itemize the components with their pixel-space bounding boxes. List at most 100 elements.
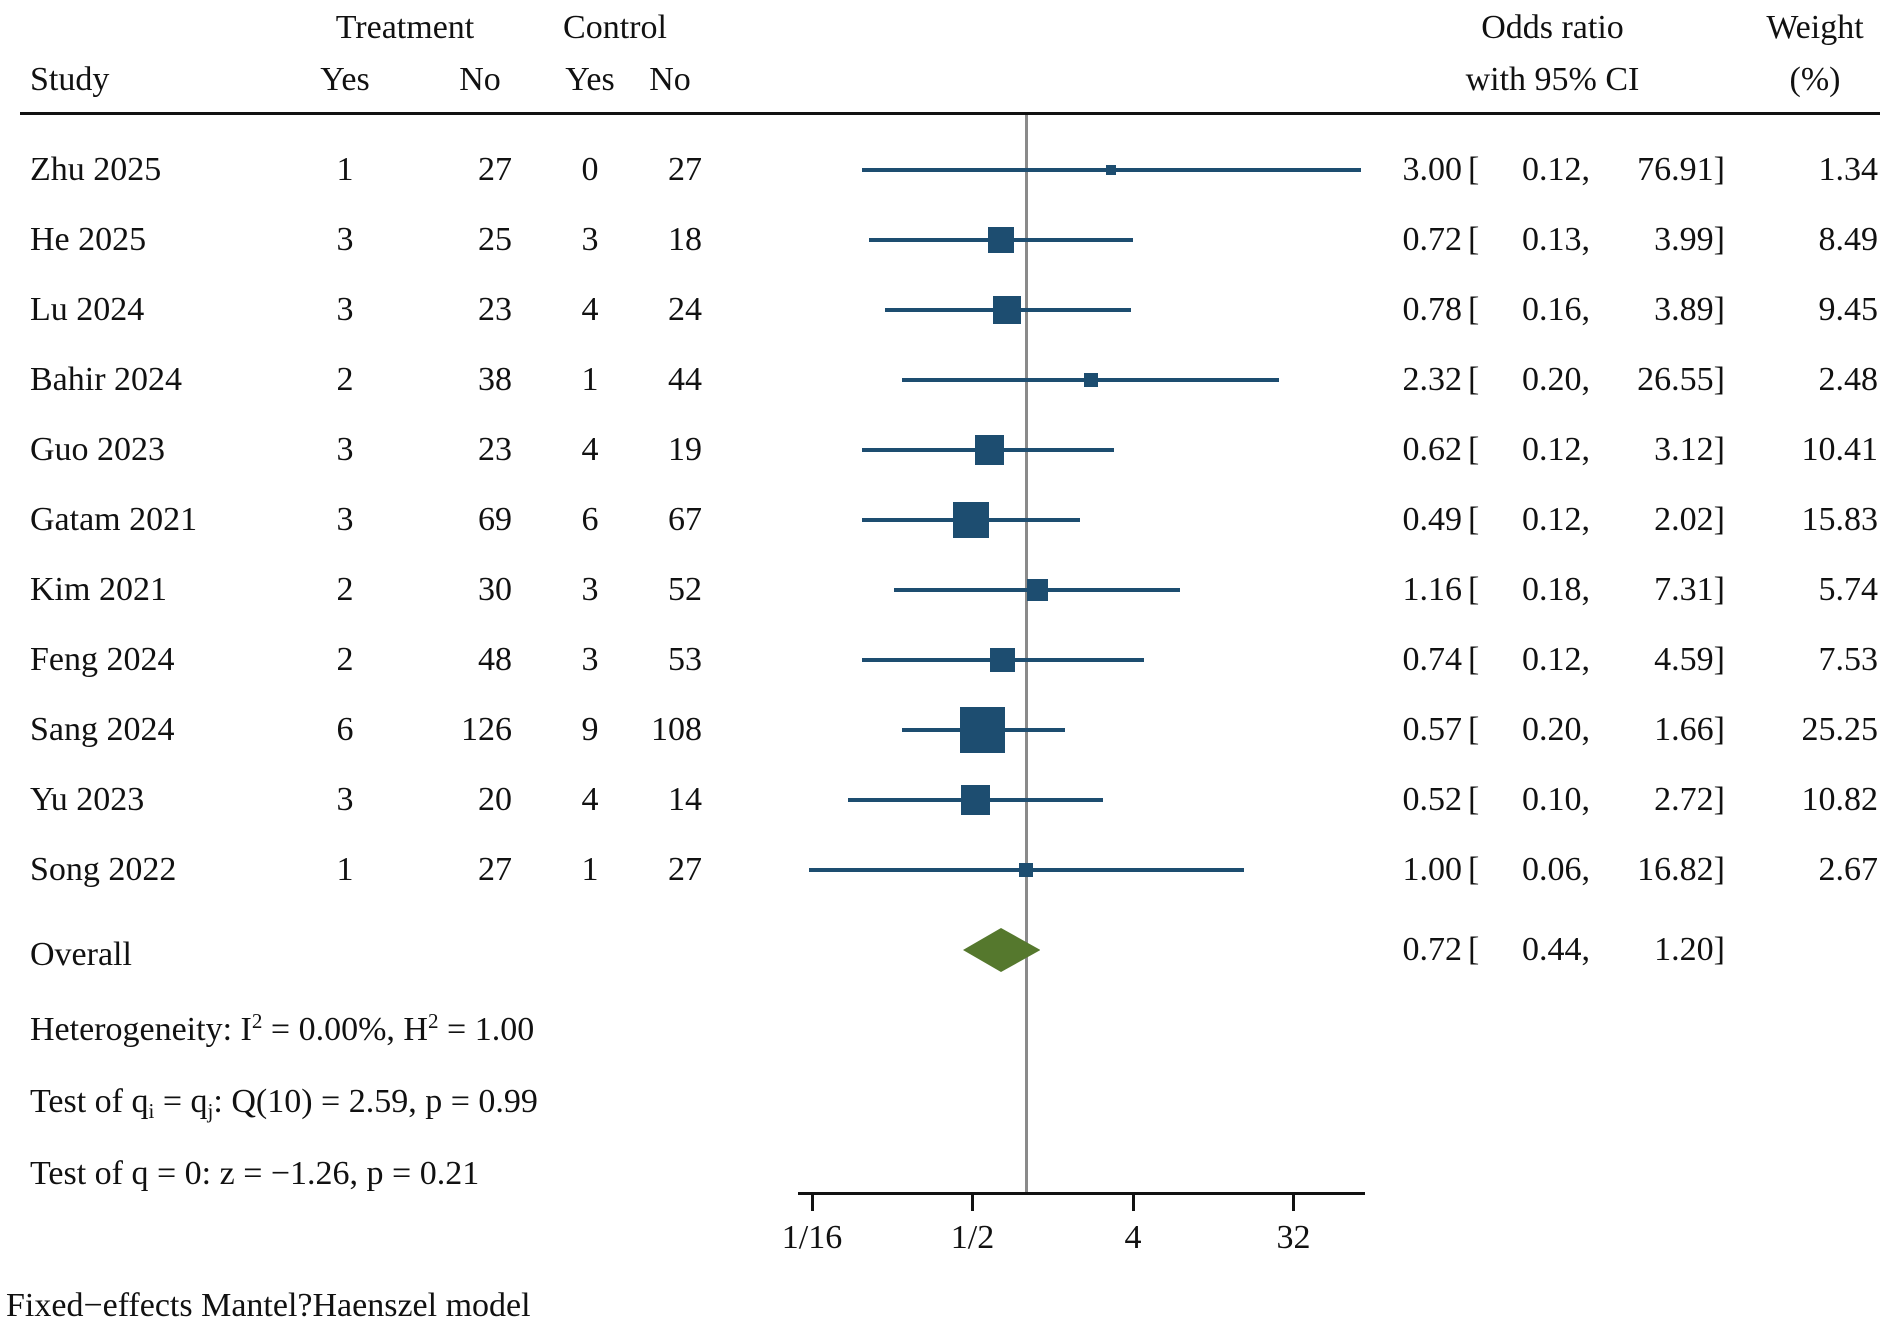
treatment-yes-value: 3: [336, 501, 354, 538]
ci-lower-value: 0.20,: [1522, 361, 1590, 398]
control-no-value: 27: [668, 151, 702, 188]
ci-upper-value: 7.31]: [1654, 571, 1725, 608]
overall-diamond: [962, 928, 1041, 972]
treatment-no-value: 27: [478, 851, 512, 888]
header-treatment-no: No: [459, 61, 501, 98]
or-value: 2.32: [1402, 361, 1463, 398]
study-name: Gatam 2021: [30, 501, 198, 538]
treatment-yes-value: 2: [336, 361, 354, 398]
ci-open-bracket: [: [1468, 641, 1480, 678]
ci-lower-value: 0.13,: [1522, 221, 1590, 258]
control-yes-value: 4: [581, 291, 599, 328]
table-row: Zhu 2025 1 27 0 27 3.00[0.12, 76.91] 1.34: [0, 148, 1902, 192]
table-row: Kim 2021 2 30 3 52 1.16[0.18, 7.31] 5.74: [0, 568, 1902, 612]
study-name: Zhu 2025: [30, 151, 162, 188]
ci-open-bracket: [: [1468, 361, 1480, 398]
or-point-marker: [1083, 372, 1099, 388]
ci-open-bracket: [: [1468, 711, 1480, 748]
study-name: Yu 2023: [30, 781, 145, 818]
ci-upper-value: 4.59]: [1654, 641, 1725, 678]
or-value: 0.62: [1402, 431, 1463, 468]
weight-value: 2.67: [1818, 851, 1879, 888]
overall-ci-upper-value: 1.20]: [1654, 931, 1725, 968]
table-row: Bahir 2024 2 38 1 44 2.32[0.20, 26.55] 2.48: [0, 358, 1902, 402]
or-point-marker: [1018, 862, 1034, 878]
weight-value: 1.34: [1818, 151, 1879, 188]
overall-ci-lower-value: 0.44,: [1522, 931, 1590, 968]
or-value: 0.74: [1402, 641, 1463, 678]
overall-ci-open-bracket: [: [1468, 931, 1480, 968]
control-yes-value: 0: [581, 151, 599, 188]
treatment-yes-value: 3: [336, 431, 354, 468]
treatment-yes-value: 3: [336, 291, 354, 328]
header-control-no: No: [649, 61, 691, 98]
x-axis-tick: [1131, 1195, 1135, 1211]
control-yes-value: 4: [581, 781, 599, 818]
ci-open-bracket: [: [1468, 571, 1480, 608]
ci-upper-value: 3.89]: [1654, 291, 1725, 328]
ci-upper-value: 26.55]: [1637, 361, 1725, 398]
or-value: 0.72: [1402, 221, 1463, 258]
control-yes-value: 3: [581, 641, 599, 678]
weight-value: 9.45: [1818, 291, 1879, 328]
table-row: Gatam 2021 3 69 6 67 0.49[0.12, 2.02] 15.83: [0, 498, 1902, 542]
or-point-marker: [974, 435, 1004, 465]
treatment-yes-value: 6: [336, 711, 354, 748]
ci-lower-value: 0.12,: [1522, 431, 1590, 468]
study-name: Song 2022: [30, 851, 177, 888]
control-no-value: 27: [668, 851, 702, 888]
study-name: Sang 2024: [30, 711, 175, 748]
test-q-zero-stat: Test of q = 0: z = −1.26, p = 0.21: [30, 1155, 480, 1192]
header-control-group: Control: [563, 9, 667, 46]
ci-upper-value: 2.02]: [1654, 501, 1725, 538]
treatment-no-value: 38: [478, 361, 512, 398]
header-weight-line1: Weight: [1766, 9, 1864, 46]
or-point-marker: [1026, 579, 1049, 601]
treatment-no-value: 25: [478, 221, 512, 258]
ci-open-bracket: [: [1468, 291, 1480, 328]
ci-open-bracket: [: [1468, 781, 1480, 818]
x-axis-line: [798, 1192, 1366, 1195]
table-row: Guo 2023 3 23 4 19 0.62[0.12, 3.12] 10.41: [0, 428, 1902, 472]
control-no-value: 44: [668, 361, 702, 398]
control-yes-value: 1: [581, 361, 599, 398]
weight-value: 15.83: [1801, 501, 1879, 538]
ci-lower-value: 0.06,: [1522, 851, 1590, 888]
ci-upper-value: 16.82]: [1637, 851, 1725, 888]
control-no-value: 18: [668, 221, 702, 258]
control-yes-value: 3: [581, 221, 599, 258]
control-no-value: 14: [668, 781, 702, 818]
test-q-equal-stat: Test of qi = qj: Q(10) = 2.59, p = 0.99: [30, 1083, 538, 1123]
ci-lower-value: 0.12,: [1522, 641, 1590, 678]
ci-lower-value: 0.20,: [1522, 711, 1590, 748]
or-point-marker: [953, 502, 989, 538]
header-treatment-yes: Yes: [320, 61, 370, 98]
study-name: Bahir 2024: [30, 361, 183, 398]
weight-value: 25.25: [1801, 711, 1879, 748]
treatment-yes-value: 3: [336, 781, 354, 818]
control-yes-value: 1: [581, 851, 599, 888]
weight-value: 2.48: [1818, 361, 1879, 398]
table-row: Lu 2024 3 23 4 24 0.78[0.16, 3.89] 9.45: [0, 288, 1902, 332]
control-yes-value: 6: [581, 501, 599, 538]
x-axis-tick: [810, 1195, 814, 1211]
heterogeneity-stat: Heterogeneity: I2 = 0.00%, H2 = 1.00: [30, 1009, 535, 1048]
or-value: 0.57: [1402, 711, 1463, 748]
weight-value: 7.53: [1818, 641, 1879, 678]
study-name: Kim 2021: [30, 571, 167, 608]
control-no-value: 108: [651, 711, 702, 748]
study-name: He 2025: [30, 221, 147, 258]
treatment-yes-value: 2: [336, 571, 354, 608]
header-treatment-group: Treatment: [335, 9, 475, 46]
ci-open-bracket: [: [1468, 851, 1480, 888]
header-control-yes: Yes: [565, 61, 615, 98]
or-point-marker: [1105, 164, 1116, 176]
overall-row: 0.72[0.44, 1.20]: [0, 928, 1902, 972]
treatment-no-value: 23: [478, 291, 512, 328]
ci-lower-value: 0.12,: [1522, 501, 1590, 538]
or-point-marker: [960, 707, 1006, 753]
header-rule: [20, 112, 1880, 115]
control-yes-value: 4: [581, 431, 599, 468]
weight-value: 10.41: [1801, 431, 1879, 468]
